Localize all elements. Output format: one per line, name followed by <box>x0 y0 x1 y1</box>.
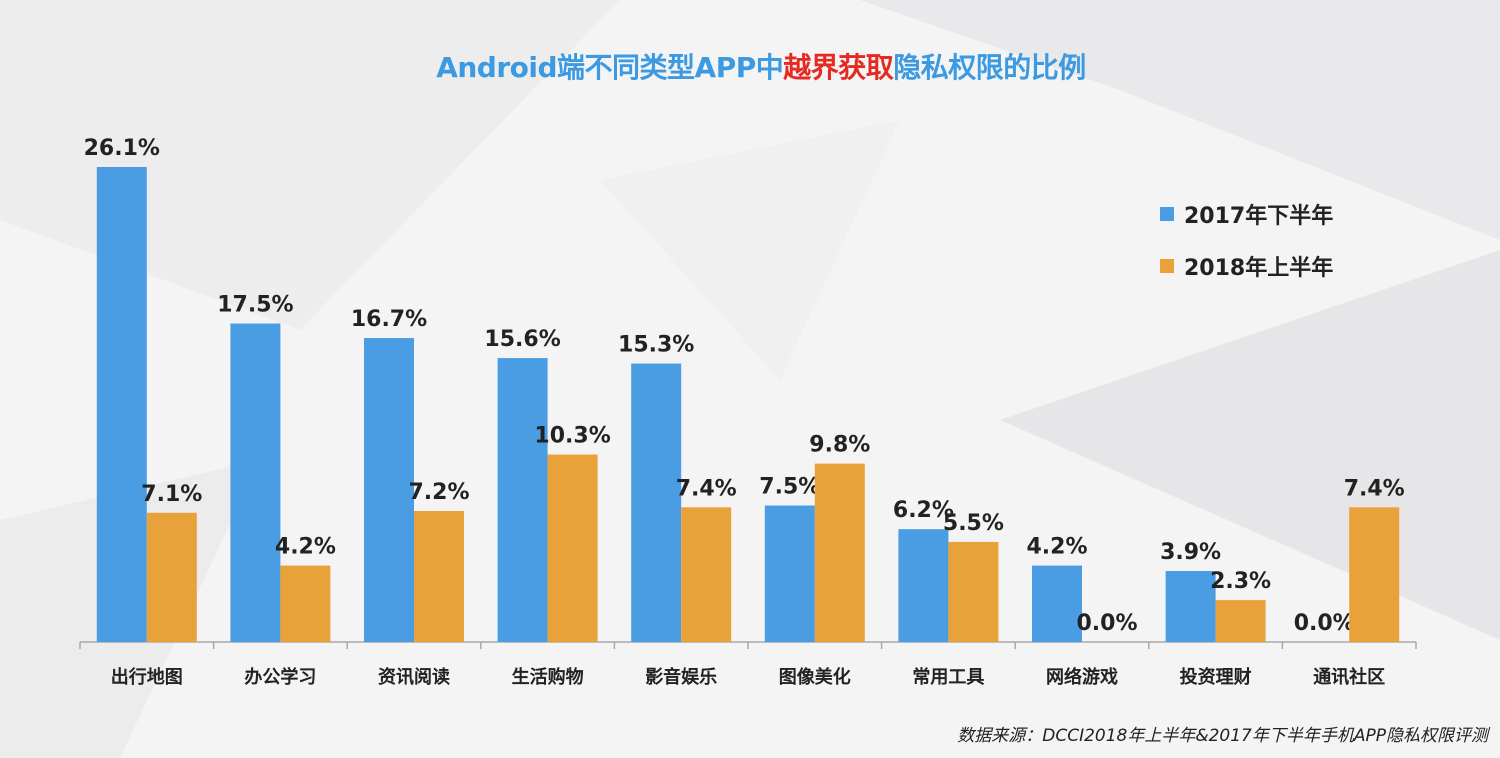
legend: 2017年下半年 2018年上半年 <box>1160 196 1333 300</box>
data-label-2018-3: 7.2% <box>408 480 469 505</box>
data-label-2017-9: 3.9% <box>1160 540 1221 565</box>
x-tick-label-6: 图像美化 <box>779 666 851 688</box>
x-tick-label-4: 生活购物 <box>512 666 584 688</box>
bar-2017-2 <box>230 323 281 642</box>
bar-2018-5 <box>681 507 732 642</box>
bar-2018-1 <box>146 512 197 642</box>
data-label-2017-4: 15.6% <box>484 327 560 352</box>
legend-item-2018: 2018年上半年 <box>1160 248 1333 284</box>
data-label-2017-5: 15.3% <box>618 333 694 358</box>
legend-item-2017: 2017年下半年 <box>1160 196 1333 232</box>
data-label-2018-2: 4.2% <box>275 535 336 560</box>
legend-label-2017: 2017年下半年 <box>1184 204 1334 229</box>
chart-title-part1: Android端不同类型APP中 <box>436 51 784 84</box>
x-tick-label-2: 办公学习 <box>244 666 316 688</box>
bar-2018-2 <box>280 565 331 642</box>
data-label-2018-8: 0.0% <box>1076 611 1137 636</box>
data-label-2018-6: 9.8% <box>809 433 870 458</box>
chart-title: Android端不同类型APP中越界获取隐私权限的比例 <box>0 46 1500 86</box>
x-tick-label-9: 投资理财 <box>1180 666 1252 688</box>
bar-2018-10 <box>1349 507 1400 642</box>
data-label-2017-7: 6.2% <box>893 498 954 523</box>
data-label-2018-9: 2.3% <box>1210 569 1271 594</box>
data-label-2018-7: 5.5% <box>943 511 1004 536</box>
x-tick-label-7: 常用工具 <box>912 666 984 688</box>
bar-2017-6 <box>764 505 815 642</box>
bar-2018-9 <box>1215 600 1266 642</box>
data-label-2017-6: 7.5% <box>759 475 820 500</box>
bar-2017-7 <box>898 529 949 642</box>
bar-2017-8 <box>1032 565 1082 642</box>
bar-2017-1 <box>96 167 147 642</box>
x-tick-label-1: 出行地图 <box>111 666 183 688</box>
legend-swatch-2017 <box>1160 207 1174 221</box>
data-label-2018-10: 7.4% <box>1344 476 1405 501</box>
data-label-2018-4: 10.3% <box>534 424 610 449</box>
x-tick-label-3: 资讯阅读 <box>378 666 450 688</box>
x-tick-label-8: 网络游戏 <box>1046 666 1118 688</box>
bar-2018-3 <box>414 510 464 642</box>
chart-title-highlight: 越界获取 <box>783 51 894 84</box>
bar-2018-6 <box>814 463 865 642</box>
bar-2017-4 <box>497 358 548 642</box>
x-tick-label-5: 影音娱乐 <box>645 666 717 688</box>
legend-swatch-2018 <box>1160 259 1174 273</box>
chart-title-part2: 隐私权限的比例 <box>893 51 1086 84</box>
bar-2017-9 <box>1165 571 1216 642</box>
data-label-2017-3: 16.7% <box>351 307 427 332</box>
data-label-2017-2: 17.5% <box>217 293 293 318</box>
legend-label-2018: 2018年上半年 <box>1184 256 1334 281</box>
data-source-note: 数据来源：DCCI2018年上半年&2017年下半年手机APP隐私权限评测 <box>957 726 1488 746</box>
data-label-2017-10: 0.0% <box>1294 611 1355 636</box>
x-tick-label-10: 通讯社区 <box>1313 666 1385 688</box>
data-label-2017-8: 4.2% <box>1026 535 1087 560</box>
bar-2018-4 <box>547 454 598 642</box>
data-label-2017-1: 26.1% <box>84 136 160 161</box>
data-label-2018-5: 7.4% <box>676 476 737 501</box>
bar-2017-5 <box>631 363 682 642</box>
bar-2018-7 <box>948 541 999 642</box>
bar-2017-3 <box>364 338 414 642</box>
data-label-2018-1: 7.1% <box>141 482 202 507</box>
